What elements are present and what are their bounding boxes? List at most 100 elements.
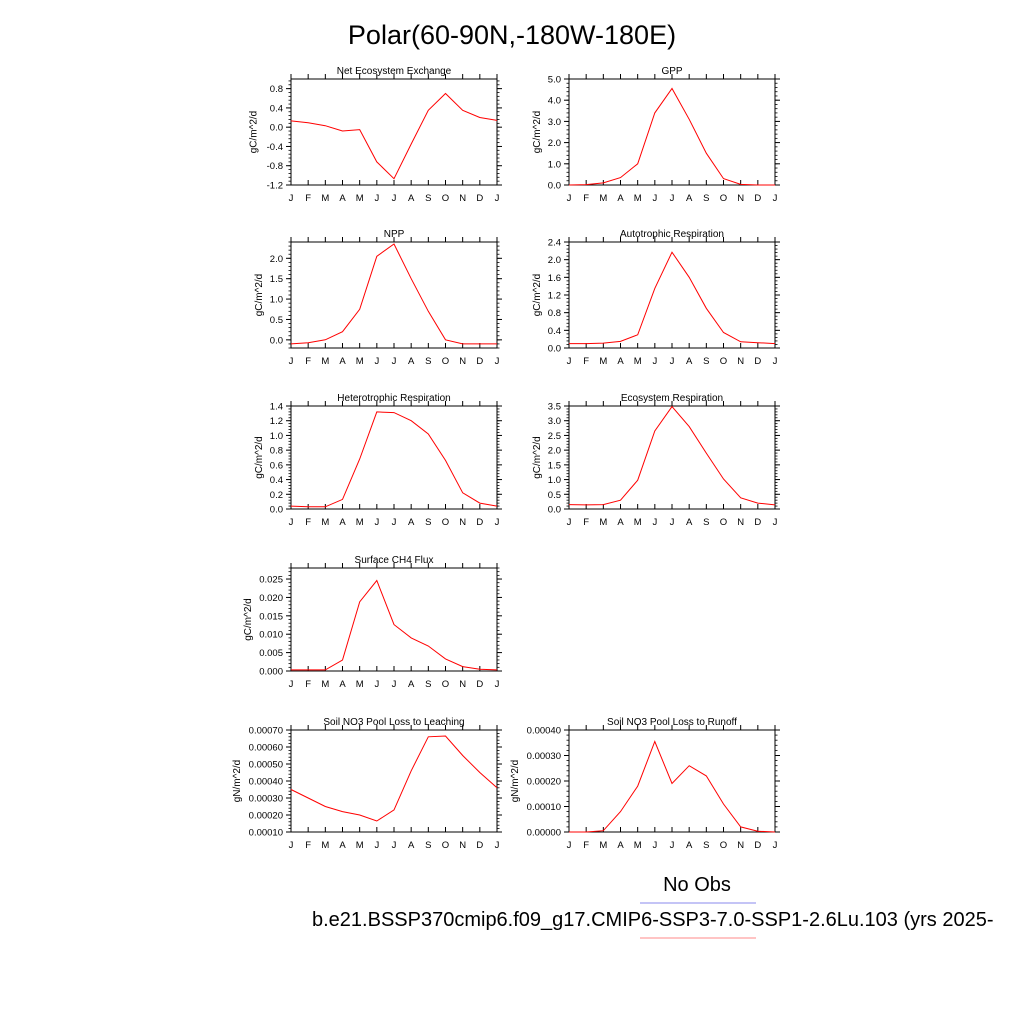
x-tick-label: A xyxy=(339,193,346,204)
x-tick-label: J xyxy=(392,356,397,367)
series-line-1 xyxy=(291,579,498,671)
y-tick-label: -0.4 xyxy=(267,142,283,153)
x-tick-label: M xyxy=(321,840,329,851)
y-tick-label: 0.00020 xyxy=(527,777,561,788)
x-tick-label: J xyxy=(670,193,675,204)
y-tick-label: 0.4 xyxy=(270,103,283,114)
x-tick-label: M xyxy=(321,679,329,690)
x-tick-label: D xyxy=(754,193,761,204)
x-tick-label: J xyxy=(289,356,294,367)
page-title: Polar(60-90N,-180W-180E) xyxy=(348,20,676,50)
x-tick-label: N xyxy=(737,193,744,204)
x-tick-label: A xyxy=(617,356,624,367)
y-tick-label: 0.0 xyxy=(270,335,283,346)
y-tick-label: 0.005 xyxy=(259,648,283,659)
y-axis-label: gC/m^2/d xyxy=(532,436,543,479)
x-tick-label: F xyxy=(305,517,311,528)
x-tick-label: S xyxy=(425,356,431,367)
x-tick-label: M xyxy=(356,356,364,367)
x-tick-label: A xyxy=(686,356,693,367)
x-tick-label: A xyxy=(686,517,693,528)
x-tick-label: J xyxy=(567,517,572,528)
x-tick-label: J xyxy=(567,840,572,851)
y-axis-label: gC/m^2/d xyxy=(254,274,265,317)
y-tick-label: 3.5 xyxy=(548,402,561,413)
x-tick-label: O xyxy=(720,840,727,851)
y-tick-label: 0.00030 xyxy=(527,751,561,762)
y-tick-label: 0.2 xyxy=(270,490,283,501)
panel-title: Net Ecosystem Exchange xyxy=(337,66,452,77)
plot-frame xyxy=(290,405,498,510)
x-tick-label: N xyxy=(459,840,466,851)
panel-title: Autotrophic Respiration xyxy=(620,229,724,240)
y-tick-label: 2.4 xyxy=(548,238,561,249)
y-tick-label: 2.5 xyxy=(548,431,561,442)
x-tick-label: J xyxy=(495,679,500,690)
y-tick-label: 0.020 xyxy=(259,593,283,604)
x-tick-label: M xyxy=(321,193,329,204)
y-tick-label: 0.00010 xyxy=(249,828,283,839)
x-tick-label: D xyxy=(476,517,483,528)
x-tick-label: O xyxy=(442,679,449,690)
x-tick-label: F xyxy=(305,679,311,690)
x-tick-label: J xyxy=(374,356,379,367)
x-tick-label: J xyxy=(652,517,657,528)
y-axis-label: gC/m^2/d xyxy=(249,111,260,154)
x-tick-label: F xyxy=(583,517,589,528)
series-line-1 xyxy=(290,411,498,508)
panel-title: Ecosystem Respiration xyxy=(621,393,723,404)
y-tick-label: 0.00070 xyxy=(249,726,283,737)
x-tick-label: J xyxy=(495,840,500,851)
x-tick-label: N xyxy=(737,840,744,851)
x-tick-label: J xyxy=(670,356,675,367)
x-tick-label: M xyxy=(321,356,329,367)
x-tick-label: O xyxy=(442,517,449,528)
x-tick-label: A xyxy=(408,356,415,367)
x-tick-label: J xyxy=(392,517,397,528)
x-tick-label: M xyxy=(634,517,642,528)
x-tick-label: D xyxy=(476,193,483,204)
y-tick-label: 1.4 xyxy=(270,402,283,413)
y-tick-label: 3.0 xyxy=(548,416,561,427)
series-line-1 xyxy=(290,92,498,180)
y-tick-label: 1.0 xyxy=(270,431,283,442)
x-tick-label: J xyxy=(773,356,778,367)
x-tick-label: J xyxy=(392,840,397,851)
x-tick-label: S xyxy=(703,356,709,367)
plot-frame xyxy=(568,729,776,833)
x-tick-label: A xyxy=(408,840,415,851)
x-tick-label: A xyxy=(686,840,693,851)
x-tick-label: S xyxy=(703,193,709,204)
x-tick-label: J xyxy=(374,193,379,204)
x-tick-label: J xyxy=(652,356,657,367)
x-tick-label: M xyxy=(356,193,364,204)
y-tick-label: 0.0 xyxy=(270,505,283,516)
x-tick-label: J xyxy=(495,356,500,367)
y-tick-label: 4.0 xyxy=(548,96,561,107)
y-tick-label: -0.8 xyxy=(267,161,283,172)
x-tick-label: O xyxy=(442,356,449,367)
x-tick-label: S xyxy=(703,517,709,528)
x-tick-label: A xyxy=(408,679,415,690)
x-tick-label: F xyxy=(583,840,589,851)
y-tick-label: 0.0 xyxy=(548,181,561,192)
x-tick-label: J xyxy=(289,193,294,204)
y-axis-label: gC/m^2/d xyxy=(532,274,543,317)
x-tick-label: D xyxy=(476,356,483,367)
y-tick-label: 1.5 xyxy=(548,460,561,471)
series-line-1 xyxy=(569,251,776,345)
x-tick-label: D xyxy=(476,679,483,690)
panel-title: GPP xyxy=(661,66,682,77)
x-tick-label: D xyxy=(754,356,761,367)
y-tick-label: 0.00030 xyxy=(249,794,283,805)
y-tick-label: 2.0 xyxy=(548,138,561,149)
y-tick-label: 0.8 xyxy=(548,308,561,319)
plot-frame xyxy=(290,78,498,186)
y-tick-label: 2.0 xyxy=(548,255,561,266)
plot-frame xyxy=(290,729,498,833)
series-line-1 xyxy=(290,243,497,345)
